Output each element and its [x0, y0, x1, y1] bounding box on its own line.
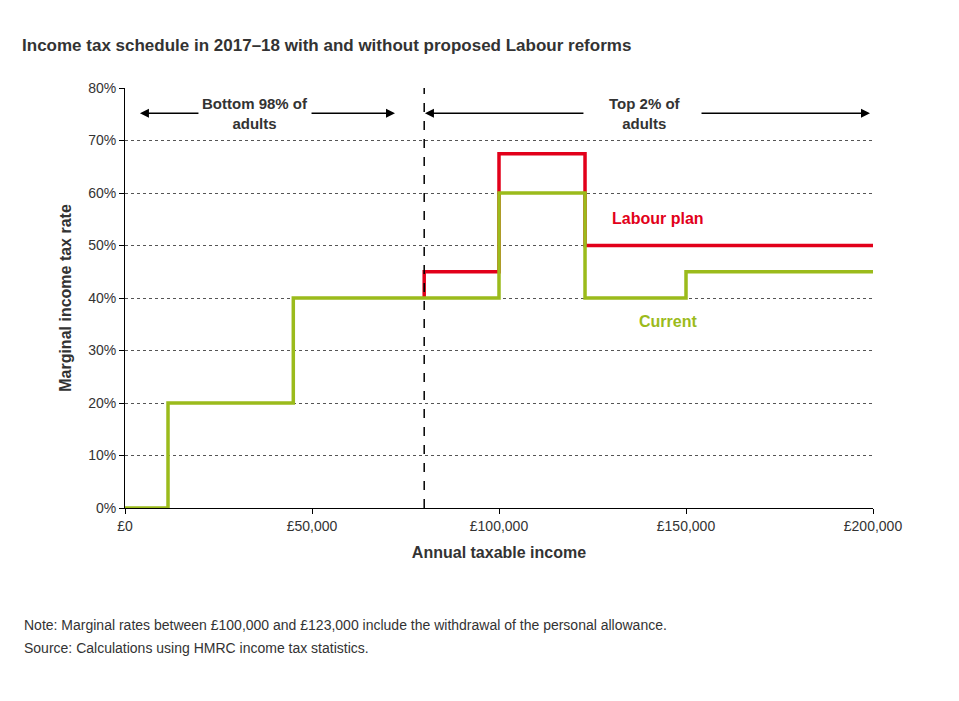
svg-text:£0: £0 — [117, 518, 133, 534]
svg-text:£200,000: £200,000 — [844, 518, 903, 534]
svg-text:Labour plan: Labour plan — [612, 210, 704, 227]
svg-text:£150,000: £150,000 — [657, 518, 716, 534]
svg-text:Top 2% ofadults: Top 2% ofadults — [609, 95, 681, 132]
svg-text:20%: 20% — [88, 395, 116, 411]
svg-text:Bottom 98% ofadults: Bottom 98% ofadults — [202, 95, 308, 132]
svg-text:80%: 80% — [88, 80, 116, 96]
svg-text:60%: 60% — [88, 185, 116, 201]
svg-text:40%: 40% — [88, 290, 116, 306]
svg-text:Annual taxable income: Annual taxable income — [412, 544, 586, 561]
svg-text:30%: 30% — [88, 342, 116, 358]
svg-text:Income tax schedule in 2017–18: Income tax schedule in 2017–18 with and … — [22, 36, 631, 55]
svg-text:10%: 10% — [88, 447, 116, 463]
svg-text:Current: Current — [639, 313, 697, 330]
svg-text:£50,000: £50,000 — [287, 518, 338, 534]
svg-text:70%: 70% — [88, 132, 116, 148]
svg-text:£100,000: £100,000 — [470, 518, 529, 534]
svg-text:Note: Marginal rates between £: Note: Marginal rates between £100,000 an… — [24, 617, 667, 633]
svg-text:Marginal income tax rate: Marginal income tax rate — [57, 204, 74, 392]
svg-text:0%: 0% — [96, 500, 116, 516]
svg-text:50%: 50% — [88, 237, 116, 253]
svg-text:Source: Calculations using HMR: Source: Calculations using HMRC income t… — [24, 640, 369, 656]
